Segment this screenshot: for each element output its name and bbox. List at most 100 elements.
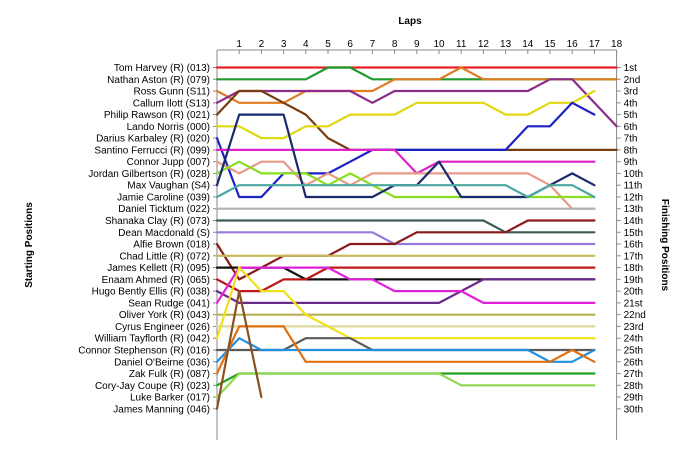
driver-start-label: James Kellett (R) (095) [107,263,210,274]
driver-start-label: Connor Jupp (007) [127,157,210,168]
driver-start-label: Cory-Jay Coupe (R) (023) [95,381,210,392]
finish-position-label: 27th [624,369,643,380]
series-line [215,89,596,140]
finish-position-label: 15th [624,228,643,239]
finish-position-label: 1st [624,63,638,74]
lap-tick-label: 1 [236,39,242,50]
series-line [215,266,596,281]
finish-position-label: 12th [624,192,643,203]
lap-tick-label: 11 [456,39,467,50]
driver-start-label: James Manning (046) [113,404,210,415]
finish-position-label: 2nd [624,75,641,86]
driver-start-label: Max Vaughan (S4) [127,181,210,192]
finish-position-label: 21st [624,298,643,309]
finish-position-label: 19th [624,275,643,286]
finish-position-label: 5th [624,110,638,121]
driver-start-label: Enaam Ahmed (R) (065) [102,275,210,286]
series-line [215,160,596,210]
driver-start-label: Sean Rudge (041) [128,298,210,309]
lap-tick-label: 3 [281,39,287,50]
lap-tick-label: 15 [544,39,556,50]
finish-position-label: 4th [624,98,638,109]
finish-position-label: 17th [624,251,643,262]
driver-start-label: Connor Stephenson (R) (016) [78,345,210,356]
driver-start-label: Ross Gunn (S11) [133,87,210,98]
finish-position-label: 25th [624,345,643,356]
finish-position-label: 28th [624,381,643,392]
finish-position-label: 18th [624,263,643,274]
driver-start-label: Jamie Caroline (039) [117,192,210,203]
driver-start-label: Tom Harvey (R) (013) [114,63,210,74]
finish-position-label: 8th [624,145,638,156]
lap-tick-label: 7 [370,39,376,50]
series-line [215,290,263,410]
driver-start-label: Callum Ilott (S13) [133,98,210,109]
driver-start-label: Daniel Ticktum (022) [118,204,210,215]
finish-position-label: 29th [624,393,643,404]
series-line [215,266,596,340]
driver-start-label: Santino Ferrucci (R) (099) [94,145,210,156]
finish-position-label: 20th [624,287,643,298]
lap-tick-label: 13 [500,39,512,50]
finish-position-label: 23rd [624,322,644,333]
driver-start-label: Hugo Bently Ellis (R) (038) [92,287,210,298]
finish-position-label: 9th [624,157,638,168]
series-line [215,101,596,199]
lap-tick-label: 5 [325,39,331,50]
series-line [215,66,618,104]
series-line [215,66,618,81]
series-line [215,266,596,293]
series-line [215,231,596,246]
driver-start-label: Lando Norris (000) [127,122,210,133]
lap-tick-label: 12 [478,39,490,50]
driver-start-label: Chad Little (R) (072) [119,251,210,262]
series-line [215,148,596,175]
lap-tick-label: 14 [522,39,534,50]
driver-start-label: William Tayflorth (R) (042) [95,334,210,345]
driver-start-label: Alfie Brown (018) [133,240,210,251]
driver-start-label: Shanaka Clay (R) (073) [105,216,210,227]
driver-start-label: Zak Fulk (R) (087) [129,369,210,380]
series-line [215,78,618,128]
lap-tick-label: 8 [392,39,398,50]
lap-tick-label: 2 [259,39,265,50]
finish-position-label: 13th [624,204,643,215]
finish-position-label: 26th [624,357,643,368]
driver-start-label: Philip Rawson (R) (021) [104,110,210,121]
driver-start-label: Darius Karbaley (R) (020) [96,134,210,145]
driver-start-label: Oliver York (R) (043) [119,310,210,321]
driver-start-label: Jordan Gilbertson (R) (028) [88,169,210,180]
driver-start-label: Daniel O'Beirne (036) [114,357,210,368]
lap-tick-label: 18 [611,39,623,50]
driver-start-label: Cyrus Engineer (026) [115,322,210,333]
finish-position-label: 14th [624,216,643,227]
lap-tick-label: 17 [589,39,601,50]
series-line [215,160,596,199]
series-line [215,337,596,352]
lap-tick-label: 16 [567,39,579,50]
series-line [215,266,596,304]
finish-position-label: 24th [624,334,643,345]
series-line [215,184,596,199]
series-line [215,219,596,234]
lap-tick-label: 9 [414,39,420,50]
finish-position-label: 3rd [624,87,638,98]
y-axis-label-right: Finishing Positions [659,199,670,292]
finish-position-label: 22nd [624,310,646,321]
lap-tick-label: 6 [347,39,353,50]
lap-tick-label: 10 [433,39,445,50]
finish-position-label: 6th [624,122,638,133]
driver-start-label: Luke Barker (017) [130,393,210,404]
tick-labels: 1 2 3 4 5 6 7 8 9 10 11 12 13 14 15 16 17 181st2nd3rd4th5… [78,39,646,415]
series-line [215,325,596,375]
finish-position-label: 16th [624,240,643,251]
driver-start-label: Dean Macdonald (S) [118,228,210,239]
driver-start-label: Nathan Aston (R) (079) [107,75,210,86]
series-line [215,278,596,304]
series-line [215,219,596,281]
series-line [215,337,596,363]
finish-position-label: 11th [624,181,643,192]
chart-title: Laps [398,16,422,27]
series-line [215,372,596,387]
